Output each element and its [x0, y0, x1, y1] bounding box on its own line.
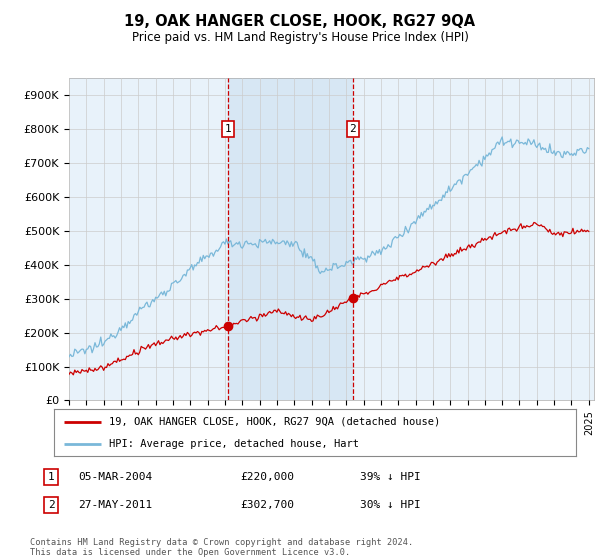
Text: £220,000: £220,000 [240, 472, 294, 482]
Text: £302,700: £302,700 [240, 500, 294, 510]
Text: 2: 2 [349, 124, 356, 134]
Text: 19, OAK HANGER CLOSE, HOOK, RG27 9QA: 19, OAK HANGER CLOSE, HOOK, RG27 9QA [124, 14, 476, 29]
Text: 1: 1 [47, 472, 55, 482]
Bar [228, 78, 353, 400]
Text: HPI: Average price, detached house, Hart: HPI: Average price, detached house, Hart [109, 438, 359, 449]
Text: 27-MAY-2011: 27-MAY-2011 [78, 500, 152, 510]
Text: 39% ↓ HPI: 39% ↓ HPI [360, 472, 421, 482]
Text: 05-MAR-2004: 05-MAR-2004 [78, 472, 152, 482]
Text: 19, OAK HANGER CLOSE, HOOK, RG27 9QA (detached house): 19, OAK HANGER CLOSE, HOOK, RG27 9QA (de… [109, 417, 440, 427]
Text: Price paid vs. HM Land Registry's House Price Index (HPI): Price paid vs. HM Land Registry's House … [131, 31, 469, 44]
Text: Contains HM Land Registry data © Crown copyright and database right 2024.
This d: Contains HM Land Registry data © Crown c… [30, 538, 413, 557]
Text: 2: 2 [47, 500, 55, 510]
Text: 30% ↓ HPI: 30% ↓ HPI [360, 500, 421, 510]
Text: 1: 1 [224, 124, 231, 134]
